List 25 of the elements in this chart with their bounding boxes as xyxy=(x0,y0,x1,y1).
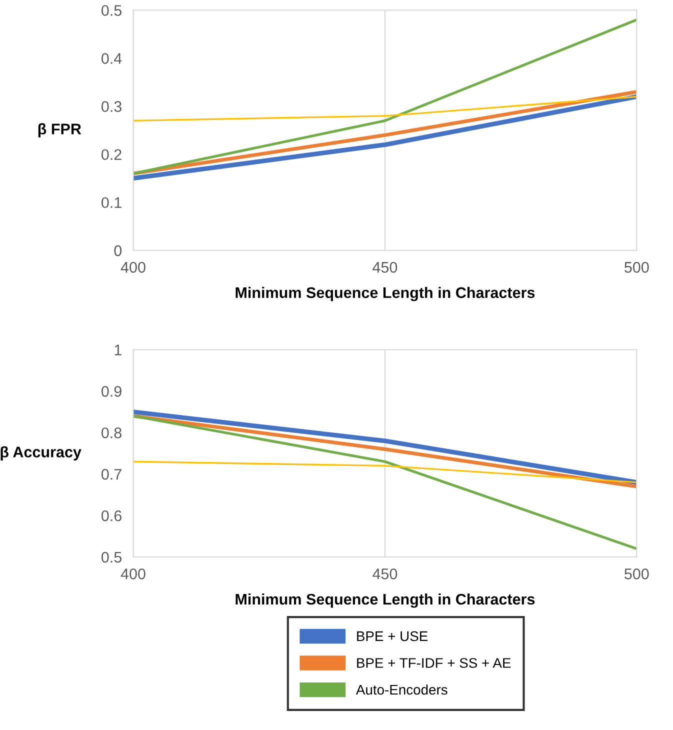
x-tick-label: 450 xyxy=(372,262,398,273)
x-tick-label: 500 xyxy=(624,568,649,580)
x-axis-title: Minimum Sequence Length in Characters xyxy=(236,286,535,302)
y-tick-label: 0.7 xyxy=(102,468,122,480)
y-tick-label: 0.1 xyxy=(102,197,122,208)
x-tick-label: 400 xyxy=(120,568,146,580)
x-tick-label: 500 xyxy=(624,262,649,273)
y-axis-title: β Accuracy xyxy=(0,446,82,460)
y-tick-label: 0.9 xyxy=(102,386,122,397)
y-tick-label: 0.5 xyxy=(102,5,122,16)
y-tick-label: 0.3 xyxy=(102,101,122,112)
y-tick-label: 0.2 xyxy=(102,149,122,160)
y-tick-label: 1 xyxy=(114,344,122,356)
x-axis-title: Minimum Sequence Length in Characters xyxy=(236,593,535,608)
legend-label: BPE + USE xyxy=(357,631,428,642)
legend-label: BPE + TF-IDF + SS + AE xyxy=(357,658,511,668)
y-tick-label: 0.5 xyxy=(102,552,122,563)
y-tick-label: 0.6 xyxy=(102,510,122,522)
y-tick-label: 0.8 xyxy=(102,427,122,438)
x-tick-label: 400 xyxy=(120,262,146,273)
x-tick-label: 450 xyxy=(372,568,398,580)
y-tick-label: 0.4 xyxy=(102,53,122,64)
y-tick-label: 0 xyxy=(114,245,122,256)
y-axis-title: β FPR xyxy=(38,123,82,138)
legend-label: Auto-Encoders xyxy=(356,684,448,695)
